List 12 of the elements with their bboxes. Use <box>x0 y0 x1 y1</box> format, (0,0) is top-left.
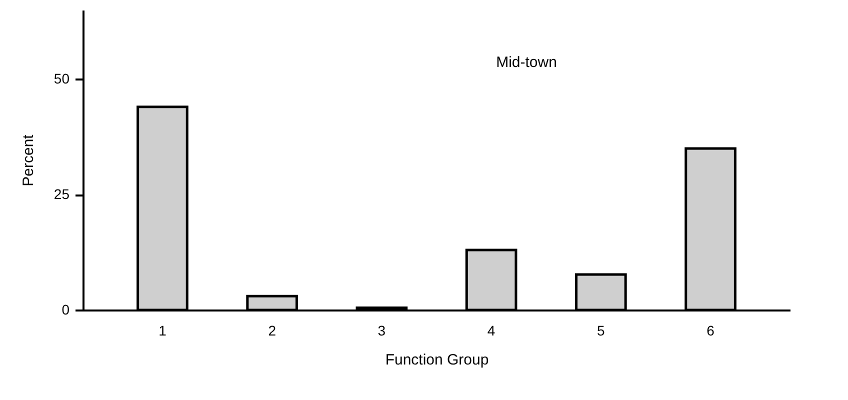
y-tick-label: 0 <box>62 302 70 318</box>
y-tick-label: 25 <box>54 186 70 202</box>
x-tick-label: 3 <box>378 322 386 338</box>
text: Mid-town <box>496 54 557 71</box>
y-tick-label: 50 <box>54 70 70 87</box>
x-tick-label: 2 <box>268 322 276 338</box>
x-tick-label: 1 <box>158 322 167 338</box>
y-axis-title: Percent <box>20 134 37 186</box>
x-tick-label: 4 <box>487 322 496 338</box>
x-tick-label: 5 <box>597 322 606 338</box>
x-axis-title: Function Group <box>385 352 489 368</box>
x-tick-label: 6 <box>706 322 715 338</box>
